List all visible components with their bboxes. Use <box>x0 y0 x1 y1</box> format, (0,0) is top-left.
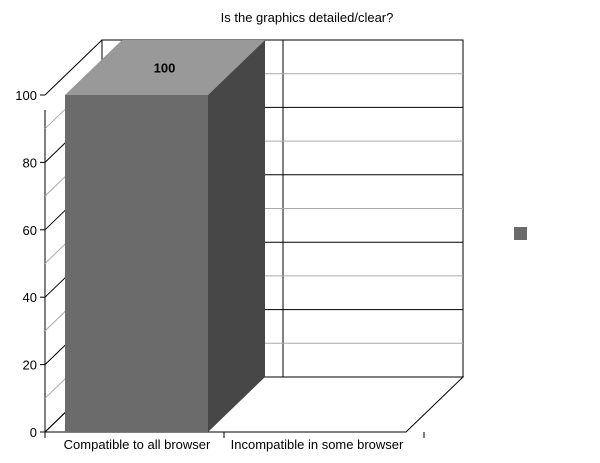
bars: 100 <box>65 40 265 432</box>
y-tick-label: 0 <box>30 425 37 440</box>
bar-front <box>65 95 208 432</box>
data-label: 100 <box>154 61 176 76</box>
y-tick-label: 20 <box>23 358 37 373</box>
x-axis: Compatible to all browser Incompatible in… <box>44 432 425 452</box>
bar-side <box>208 40 265 432</box>
chart-title: Is the graphics detailed/clear? <box>221 10 394 25</box>
gridline-major-side <box>44 39 103 96</box>
bar-top <box>65 40 265 95</box>
y-tick-label: 80 <box>23 155 37 170</box>
y-tick-label: 100 <box>15 88 37 103</box>
y-axis: 0 20 40 60 80 100 <box>15 88 45 440</box>
x-category-label: Incompatible in some browser <box>231 437 404 452</box>
legend-swatch <box>514 227 527 240</box>
y-tick-label: 60 <box>23 223 37 238</box>
x-category-label: Compatible to all browser <box>64 437 211 452</box>
y-tick-label: 40 <box>23 290 37 305</box>
legend <box>514 227 527 240</box>
